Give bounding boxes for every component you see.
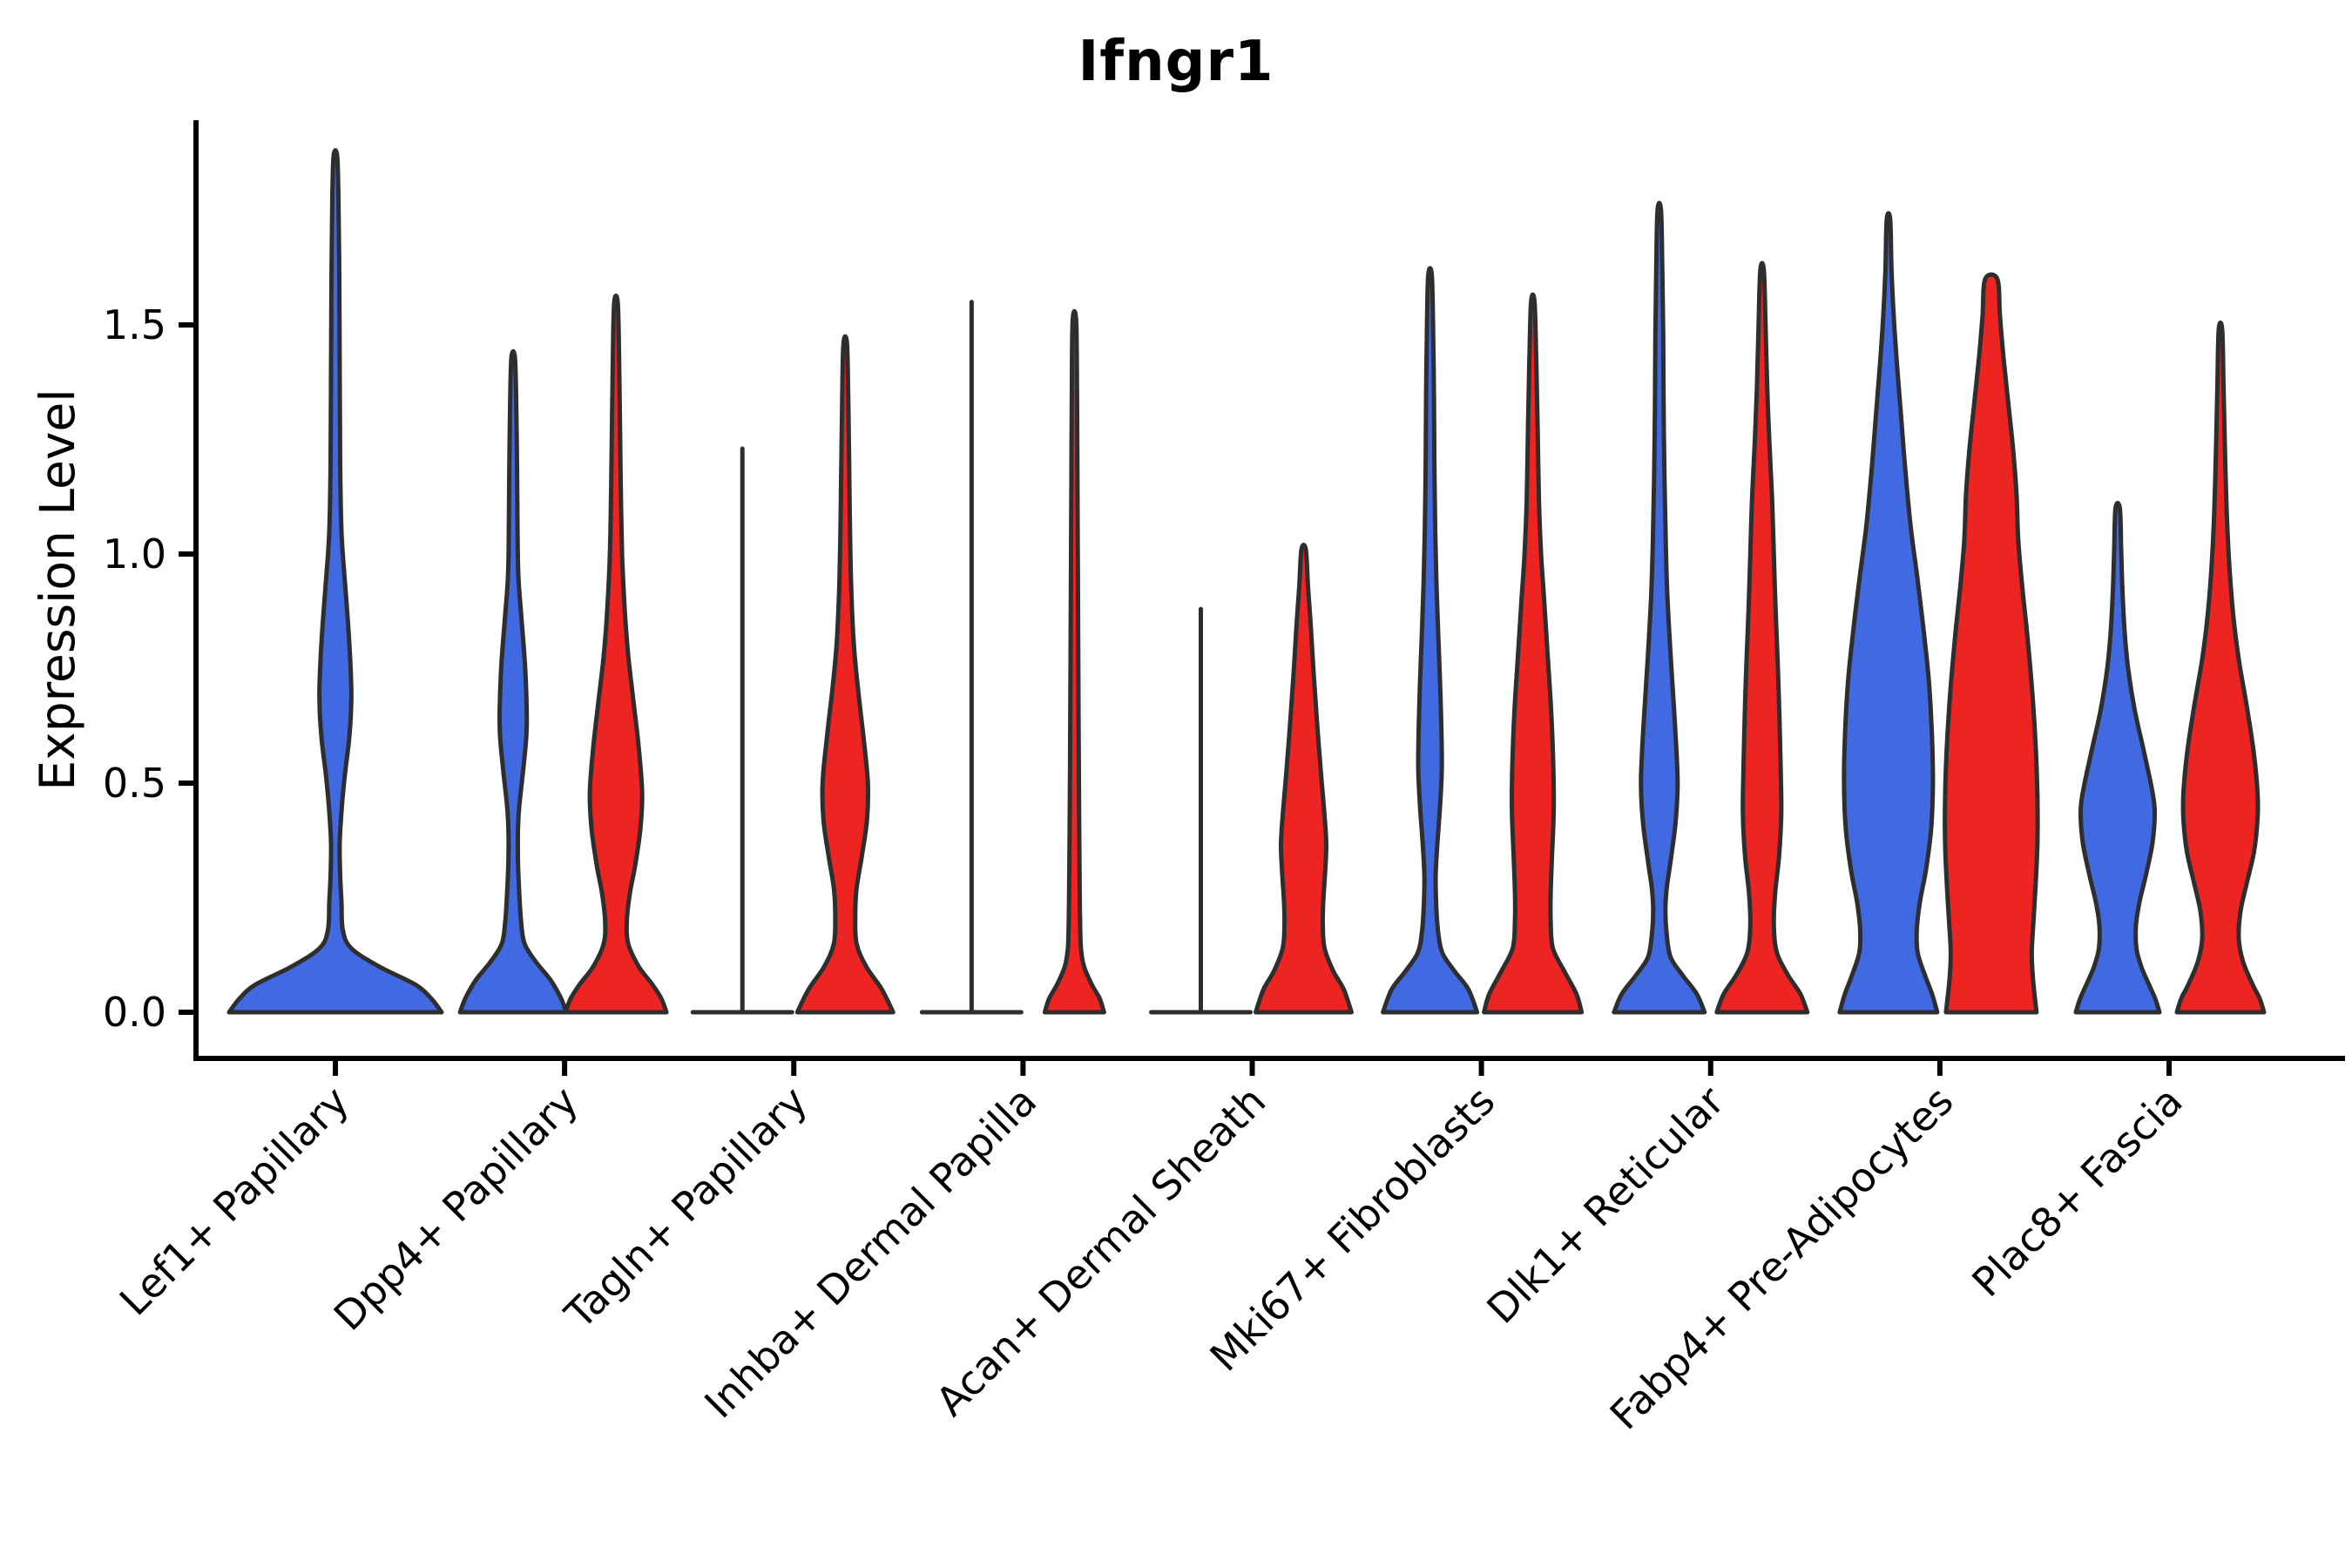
violin-dlk1-reticular-red <box>1714 260 1810 1015</box>
violin-dpp4-papillary-blue <box>457 348 569 1015</box>
violin-dpp4-papillary-red <box>563 294 669 1015</box>
y-tick-label: 0.5 <box>103 760 166 807</box>
violin-plac8-fascia-red <box>2174 320 2267 1015</box>
violin-mki67-fibroblasts-red <box>1482 292 1585 1015</box>
plot-title: Ifngr1 <box>1078 30 1274 94</box>
violin-inhba-dermal-papilla-red <box>1042 308 1106 1015</box>
x-tick-label-plac8-fascia: Plac8+ Fascia <box>1963 1078 2191 1306</box>
violin-fabp4-pre-adipocytes-red <box>1943 272 2040 1015</box>
x-tick-label-dlk1-reticular: Dlk1+ Reticular <box>1477 1078 1733 1333</box>
violin-acan-dermal-sheath-red <box>1254 542 1354 1015</box>
violin-plac8-fascia-blue <box>2073 500 2162 1015</box>
x-tick-label-dpp4-papillary: Dpp4+ Papillary <box>325 1078 587 1340</box>
y-tick-label: 1.5 <box>103 301 166 348</box>
y-tick-label: 1.0 <box>103 531 166 578</box>
violin-fabp4-pre-adipocytes-blue <box>1837 211 1940 1015</box>
x-tick-label-tagln-papillary: Tagln+ Papillary <box>555 1078 816 1339</box>
y-tick-label: 0.0 <box>103 989 166 1036</box>
y-axis-label: Expression Level <box>30 389 85 791</box>
violin-mki67-fibroblasts-blue <box>1381 266 1480 1015</box>
violin-tagln-papillary-red <box>794 334 896 1015</box>
x-tick-label-lef1-papillary: Lef1+ Papillary <box>111 1078 358 1325</box>
violin-lef1-papillary-blue <box>226 147 444 1015</box>
violin-dlk1-reticular-blue <box>1612 200 1707 1015</box>
